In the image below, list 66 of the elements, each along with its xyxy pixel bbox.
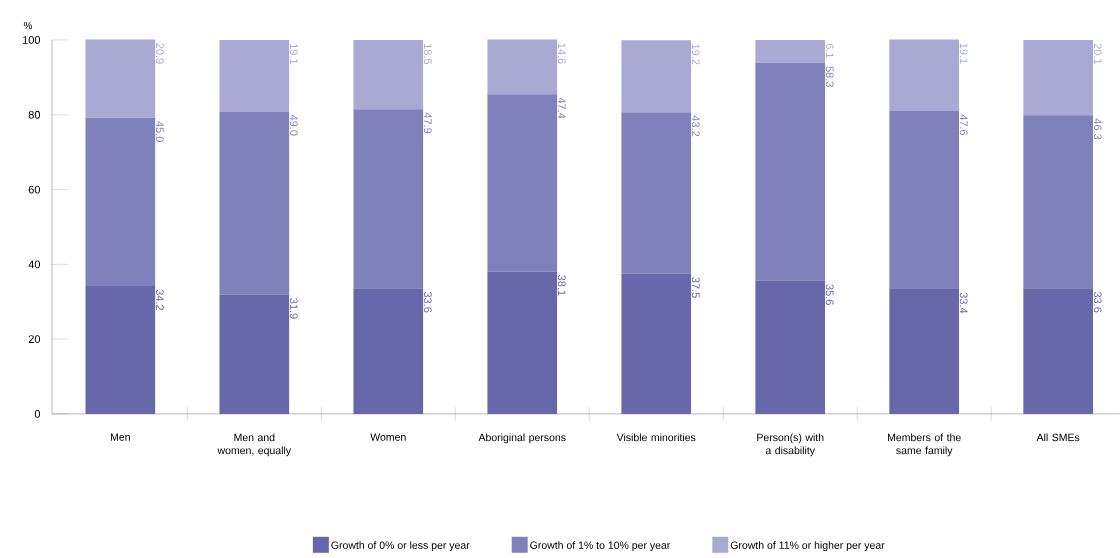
y-tick-label: 20 [28,335,41,344]
data-label: 20.1 [1093,43,1102,65]
bar [85,286,156,414]
data-label: 18.5 [423,44,432,65]
data-label: 20.9 [155,43,164,64]
bar [889,39,960,112]
data-label: 34.2 [155,289,164,311]
data-label: 35.6 [825,284,834,305]
y-tick-label: 60 [28,185,41,194]
bar [755,40,826,63]
data-label: 19.1 [959,43,968,64]
legend-label: Growth of 11% or higher per year [730,541,885,552]
bar [621,40,692,113]
x-tick-label: Members of the same family [888,433,961,457]
bar [487,94,558,272]
bar [219,111,290,295]
data-label: 14.6 [557,43,566,64]
data-label: 33.6 [1093,291,1102,313]
y-tick-label: 100 [22,36,41,44]
data-label: 37.5 [691,277,700,298]
data-label: 43.2 [691,115,700,137]
x-tick-label: Men and women, equally [217,433,292,457]
bar [755,62,826,281]
data-label: 19.1 [289,44,298,65]
bar [219,40,290,112]
bar [889,111,960,290]
data-label: 38.1 [557,275,566,296]
bar [353,40,424,110]
data-label: 47.4 [557,97,566,119]
bar [219,294,290,414]
bar [85,117,156,287]
data-label: 47.6 [959,114,968,136]
bar [1023,288,1094,414]
y-axis-title: % [23,22,33,30]
bar [621,112,692,274]
bar [889,289,960,414]
bar [487,39,558,95]
x-tick-label: Person(s) with a disability [757,433,824,457]
data-label: 33.6 [423,291,432,313]
y-tick-label: 80 [28,110,41,119]
data-label: 49.0 [289,114,298,136]
x-tick-label: Aboriginal persons [478,433,566,444]
y-tick-label: 40 [28,260,41,269]
bar [621,273,692,414]
bar [85,39,156,118]
bar [487,271,558,414]
data-label: 33.4 [959,292,968,314]
data-label: 31.9 [289,298,298,319]
bar [1023,115,1094,289]
x-tick-label: Women [370,433,406,441]
legend-label: Growth of 0% or less per year [331,541,470,552]
bar [353,109,424,289]
y-tick-label: 0 [34,410,41,418]
data-label: 58.3 [825,66,834,87]
x-tick-label: All SMEs [1036,433,1080,442]
x-tick-label: Men [110,433,130,441]
bar [353,288,424,414]
data-label: 45.0 [155,121,164,142]
data-label: 19.2 [691,44,700,65]
legend-label: Growth of 1% to 10% per year [530,541,671,552]
data-label: 6.1 [825,43,834,58]
data-label: 47.9 [423,112,432,134]
bar [1023,40,1094,116]
bar [755,280,826,414]
x-tick-label: Visible minorities [616,433,696,442]
data-label: 46.3 [1093,118,1102,140]
